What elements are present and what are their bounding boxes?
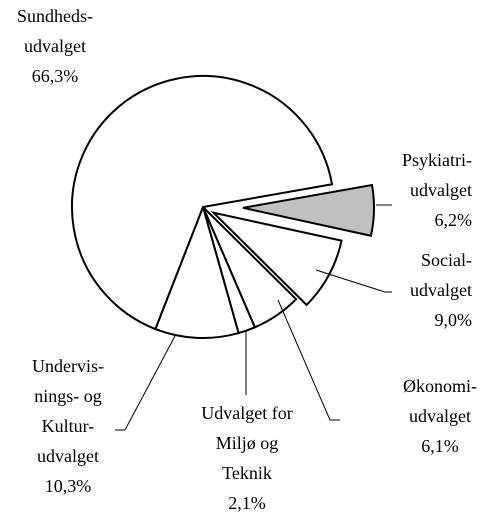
slice-label: Social-udvalget bbox=[410, 250, 472, 300]
value-label: 10,3% bbox=[45, 476, 92, 496]
value-label: 9,0% bbox=[435, 310, 473, 330]
pie-slice bbox=[242, 183, 375, 237]
pie-slice bbox=[210, 211, 343, 307]
slice-label: Sundheds-udvalget bbox=[17, 6, 93, 56]
slice-label: Psykiatri-udvalget bbox=[402, 150, 472, 200]
pie-slice bbox=[71, 75, 334, 331]
leader-line bbox=[115, 335, 176, 431]
leader-line bbox=[277, 299, 340, 421]
value-label: 6,1% bbox=[421, 436, 459, 456]
slice-label: Undervis-nings- og Kultur-udvalget bbox=[32, 356, 104, 466]
leader-line bbox=[315, 269, 392, 293]
slice-label: Økonomi-udvalget bbox=[403, 376, 477, 426]
value-label: 6,2% bbox=[435, 210, 473, 230]
slice-label: Udvalget for Miljø og Teknik bbox=[201, 403, 292, 483]
value-label: 66,3% bbox=[32, 66, 79, 86]
pie-slice bbox=[154, 203, 240, 339]
value-label: 2,1% bbox=[228, 493, 266, 513]
